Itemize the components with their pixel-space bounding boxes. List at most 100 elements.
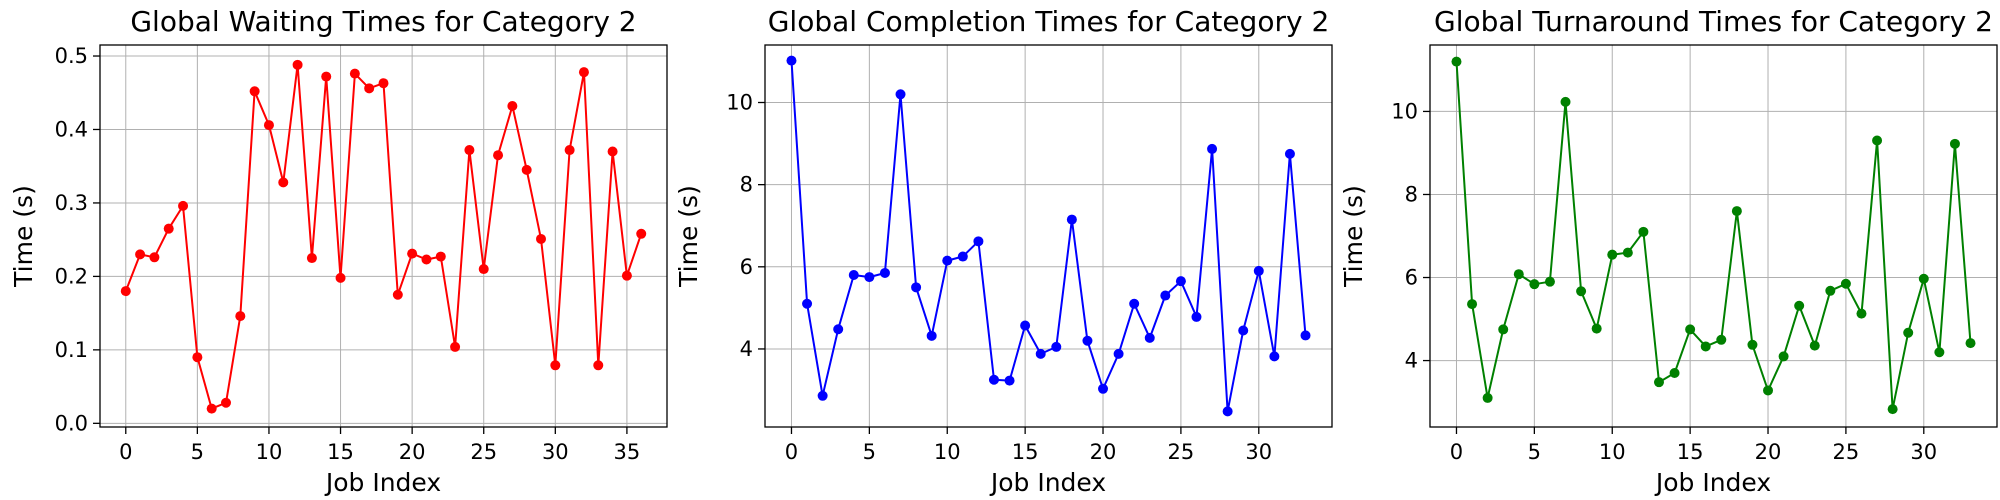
y-tick-label: 4 <box>740 337 753 361</box>
x-tick-label: 20 <box>1090 440 1117 464</box>
data-point <box>1653 377 1664 388</box>
x-tick-label: 30 <box>1910 440 1937 464</box>
data-point <box>163 223 174 234</box>
chart-panel-2: 0 5 10 15 20 25 30 4 6 8 10 Global Completion Times… <box>674 5 1333 497</box>
data-point <box>435 251 446 262</box>
data-point <box>550 360 561 371</box>
data-point <box>1965 338 1976 349</box>
data-point <box>1191 311 1202 322</box>
data-point <box>1778 351 1789 362</box>
data-point <box>911 282 922 293</box>
data-point <box>1144 332 1155 343</box>
data-point <box>1576 286 1587 297</box>
data-point <box>478 264 489 275</box>
data-point <box>926 330 937 341</box>
data-point <box>1903 327 1914 338</box>
data-point <box>364 83 375 94</box>
data-point <box>1051 341 1062 352</box>
data-point <box>1207 143 1218 154</box>
x-tick-label: 25 <box>470 440 497 464</box>
data-point <box>1840 278 1851 289</box>
data-point <box>1747 339 1758 350</box>
data-point <box>1638 226 1649 237</box>
chart-panel-1: 0 5 10 15 20 25 30 35 0.0 0.1 0.2 0.3 0.4 0.5 Global W… <box>9 5 668 497</box>
data-point <box>1451 56 1462 67</box>
data-point <box>1794 300 1805 311</box>
data-point <box>378 78 389 89</box>
data-point <box>1872 135 1883 146</box>
x-tick-label: 10 <box>934 440 961 464</box>
data-point <box>1809 340 1820 351</box>
x-tick-label: 30 <box>1245 440 1272 464</box>
data-point <box>1238 325 1249 336</box>
data-point <box>1035 348 1046 359</box>
y-axis-label: Time (s) <box>9 185 38 288</box>
x-tick-label: 15 <box>1012 440 1039 464</box>
chart-panel-3: 0 5 10 15 20 25 30 4 6 8 10 Global Turnaround Times… <box>1339 5 1998 497</box>
data-point <box>536 233 546 244</box>
data-point <box>221 397 231 408</box>
x-tick-label: 5 <box>863 440 876 464</box>
data-point <box>1544 276 1555 287</box>
data-point <box>802 298 813 309</box>
data-point <box>942 255 953 266</box>
data-point <box>349 68 360 79</box>
data-point <box>263 120 274 131</box>
y-tick-label: 10 <box>726 91 753 115</box>
data-point <box>249 86 260 97</box>
y-tick-label: 6 <box>1405 266 1418 290</box>
x-tick-label: 35 <box>614 440 641 464</box>
y-tick-label: 10 <box>1391 99 1418 123</box>
y-tick-label: 0.4 <box>55 117 88 141</box>
y-tick-label: 6 <box>740 255 753 279</box>
x-axis-label: Job Index <box>324 468 441 497</box>
data-point <box>1020 320 1031 331</box>
data-point <box>1467 299 1478 310</box>
data-point <box>1498 324 1509 335</box>
x-tick-label: 30 <box>542 440 569 464</box>
x-tick-label: 15 <box>1677 440 1704 464</box>
data-point <box>1004 375 1015 386</box>
data-point <box>957 251 968 262</box>
chart-title: Global Turnaround Times for Category 2 <box>1434 5 1993 38</box>
y-axis-label: Time (s) <box>674 185 703 288</box>
data-point <box>306 253 317 264</box>
data-point <box>621 270 632 281</box>
y-tick-label: 0.5 <box>55 44 88 68</box>
plot-frame <box>99 44 668 428</box>
series-line <box>124 63 643 410</box>
data-point <box>407 248 418 259</box>
data-point <box>1731 206 1742 217</box>
data-point <box>1284 148 1295 159</box>
x-tick-label: 10 <box>1599 440 1626 464</box>
y-axis-label: Time (s) <box>1339 185 1368 288</box>
data-point <box>1685 324 1696 335</box>
x-tick-label: 25 <box>1168 440 1195 464</box>
y-tick-label: 4 <box>1405 349 1418 373</box>
y-tick-label: 0.3 <box>55 191 88 215</box>
series-line <box>790 60 1307 413</box>
data-point <box>278 177 289 188</box>
x-tick-label: 20 <box>399 440 426 464</box>
data-point <box>1669 368 1680 379</box>
data-point <box>848 270 859 281</box>
data-point <box>1607 249 1618 260</box>
data-point <box>636 228 647 239</box>
y-tick-label: 0.1 <box>55 338 88 362</box>
y-tick-label: 0.0 <box>55 411 88 435</box>
data-point <box>1269 351 1280 362</box>
data-point <box>1113 348 1124 359</box>
data-point <box>1591 323 1602 334</box>
data-point <box>206 403 217 414</box>
data-point <box>1253 265 1264 276</box>
data-point <box>292 59 303 70</box>
data-point <box>593 360 604 371</box>
data-point <box>973 236 984 247</box>
data-point <box>1887 404 1898 415</box>
plot-frame <box>764 44 1333 428</box>
data-point <box>1175 276 1186 287</box>
data-point <box>607 146 618 157</box>
x-tick-label: 5 <box>1528 440 1541 464</box>
data-point <box>1949 138 1960 149</box>
x-tick-label: 0 <box>785 440 798 464</box>
